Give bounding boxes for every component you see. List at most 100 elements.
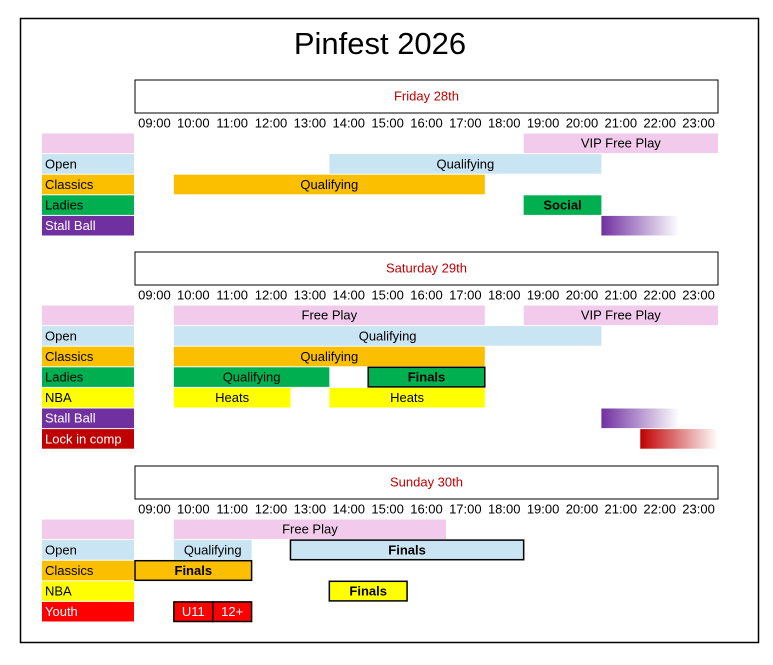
event-label: Qualifying — [223, 370, 281, 385]
event-block — [640, 429, 718, 449]
time-label: 13:00 — [294, 115, 327, 130]
time-label: 23:00 — [682, 115, 715, 130]
time-label: 12:00 — [255, 501, 288, 516]
row-label: Stall Ball — [45, 411, 96, 426]
time-label: 16:00 — [410, 115, 443, 130]
time-label: 20:00 — [566, 501, 599, 516]
time-label: 15:00 — [371, 287, 404, 302]
event-label: Finals — [349, 584, 387, 599]
event-label: Finals — [388, 542, 426, 557]
event-label: Qualifying — [300, 349, 358, 364]
event-block — [173, 326, 602, 346]
event-label: Qualifying — [436, 156, 494, 171]
row-label: Youth — [45, 604, 78, 619]
event-block — [523, 305, 718, 326]
event-block — [173, 519, 446, 540]
row-label-cell — [42, 519, 134, 540]
day-header — [134, 79, 719, 114]
event-block — [523, 195, 602, 215]
time-label: 10:00 — [177, 287, 210, 302]
row-label: Ladies — [45, 198, 84, 213]
time-label: 17:00 — [449, 115, 482, 130]
event-block — [211, 601, 253, 623]
time-label: 21:00 — [605, 287, 638, 302]
row-label-cell — [42, 154, 134, 174]
time-label: 15:00 — [371, 115, 404, 130]
row-label-cell — [42, 560, 134, 581]
time-label: 11:00 — [216, 287, 248, 302]
event-label: VIP Free Play — [581, 136, 661, 151]
event-label: Heats — [215, 390, 249, 405]
event-block — [173, 387, 291, 408]
time-label: 18:00 — [488, 501, 521, 516]
time-label: 23:00 — [682, 501, 715, 516]
event-block — [367, 366, 486, 388]
time-label: 19:00 — [527, 287, 560, 302]
event-block — [601, 408, 680, 429]
row-label-cell — [42, 326, 134, 346]
event-block — [173, 540, 252, 560]
row-label-cell — [42, 174, 134, 195]
time-label: 18:00 — [488, 287, 521, 302]
row-label-cell — [42, 601, 134, 622]
time-label: 18:00 — [488, 115, 521, 130]
event-block — [134, 559, 253, 582]
time-label: 14:00 — [332, 501, 365, 516]
day-title: Sunday 30th — [390, 474, 463, 489]
row-label: Open — [45, 156, 77, 171]
time-label: 09:00 — [138, 287, 171, 302]
event-label: VIP Free Play — [581, 308, 661, 323]
time-label: 17:00 — [449, 287, 482, 302]
time-label: 09:00 — [138, 115, 171, 130]
time-label: 22:00 — [643, 115, 676, 130]
row-label: Classics — [45, 177, 94, 192]
event-label: Qualifying — [184, 542, 242, 557]
event-label: U11 — [182, 604, 205, 619]
time-label: 20:00 — [566, 287, 599, 302]
row-label: NBA — [45, 584, 72, 599]
time-label: 10:00 — [177, 115, 210, 130]
event-block — [523, 133, 718, 154]
time-label: 20:00 — [566, 115, 599, 130]
row-label-cell — [42, 195, 134, 215]
event-block — [601, 215, 680, 236]
time-label: 13:00 — [294, 287, 327, 302]
event-label: Finals — [175, 563, 213, 578]
row-label-cell — [42, 429, 134, 449]
event-label: Qualifying — [300, 177, 358, 192]
row-label: Open — [45, 542, 77, 557]
row-label-cell — [42, 367, 134, 387]
event-block — [328, 580, 408, 602]
row-label-cell — [42, 408, 134, 429]
row-label: Stall Ball — [45, 218, 96, 233]
event-block — [173, 305, 485, 326]
time-label: 13:00 — [294, 501, 327, 516]
time-label: 22:00 — [643, 501, 676, 516]
time-label: 16:00 — [410, 287, 443, 302]
event-label: Finals — [408, 370, 446, 385]
time-label: 23:00 — [682, 287, 715, 302]
day-title: Saturday 29th — [386, 260, 467, 275]
event-block — [173, 174, 485, 195]
page-title: Pinfest 2026 — [294, 26, 466, 61]
event-label: 12+ — [221, 604, 243, 619]
time-label: 14:00 — [332, 287, 365, 302]
time-label: 22:00 — [643, 287, 676, 302]
day-header — [134, 465, 719, 500]
time-label: 11:00 — [216, 501, 248, 516]
event-label: Social — [543, 198, 581, 213]
time-label: 12:00 — [255, 115, 288, 130]
time-label: 19:00 — [527, 115, 560, 130]
time-label: 11:00 — [216, 115, 248, 130]
row-label-cell — [42, 581, 134, 601]
event-block — [173, 367, 330, 387]
event-label: Heats — [390, 390, 424, 405]
row-label-cell — [42, 387, 134, 408]
event-block — [289, 539, 525, 561]
row-label-cell — [42, 540, 134, 560]
time-label: 16:00 — [410, 501, 443, 516]
time-label: 15:00 — [371, 501, 404, 516]
time-label: 19:00 — [527, 501, 560, 516]
day-header — [134, 251, 719, 286]
